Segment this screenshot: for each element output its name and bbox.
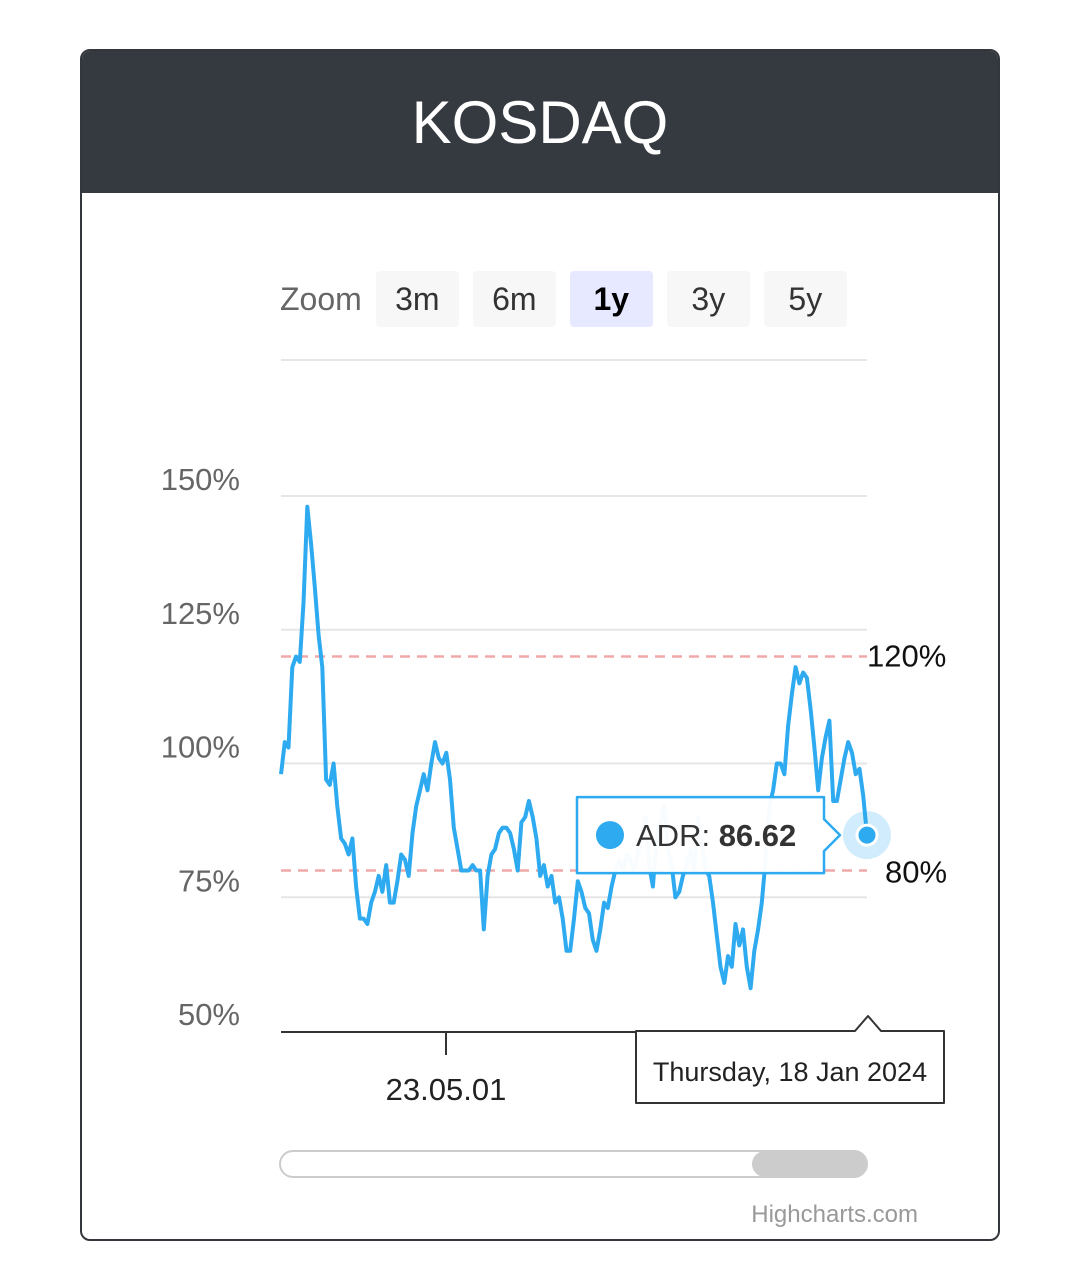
y-tick-label: 150% xyxy=(161,462,240,497)
tooltip-series-label: ADR: xyxy=(636,818,719,853)
zoom-button-1y[interactable]: 1y xyxy=(569,271,653,327)
y-tick-label: 125% xyxy=(161,596,240,631)
series-line-adr xyxy=(279,504,869,991)
card-header: KOSDAQ xyxy=(82,51,998,193)
hover-point[interactable] xyxy=(855,823,879,847)
date-tooltip xyxy=(635,1015,945,1104)
zoom-button-5y[interactable]: 5y xyxy=(763,271,847,327)
tooltip-series-marker xyxy=(596,821,624,850)
chart-card: KOSDAQ Zoom 3m 6m 1y 3y 5y Highcharts.co… xyxy=(80,49,1000,1241)
y-tick-label: 50% xyxy=(178,997,240,1032)
plot-line-label-80: 80% xyxy=(885,855,947,890)
y-tick-label: 75% xyxy=(178,863,240,898)
range-selector: Zoom 3m 6m 1y 3y 5y xyxy=(280,271,861,327)
scrollbar-thumb[interactable] xyxy=(752,1151,867,1177)
value-tooltip xyxy=(575,795,842,875)
tooltip-value: 86.62 xyxy=(719,818,797,853)
zoom-button-3m[interactable]: 3m xyxy=(375,271,459,327)
y-tick-label: 100% xyxy=(161,730,240,765)
date-tooltip-text: Thursday, 18 Jan 2024 xyxy=(653,1057,927,1087)
x-tick-label: 23.05.01 xyxy=(386,1072,507,1107)
zoom-button-6m[interactable]: 6m xyxy=(472,271,556,327)
credits-link[interactable]: Highcharts.com xyxy=(751,1201,918,1228)
plot-line-label-120: 120% xyxy=(867,639,946,674)
tooltip-text: ADR: 86.62 xyxy=(636,818,796,853)
zoom-label: Zoom xyxy=(280,280,362,317)
zoom-button-3y[interactable]: 3y xyxy=(666,271,750,327)
chart-title: KOSDAQ xyxy=(411,88,669,156)
